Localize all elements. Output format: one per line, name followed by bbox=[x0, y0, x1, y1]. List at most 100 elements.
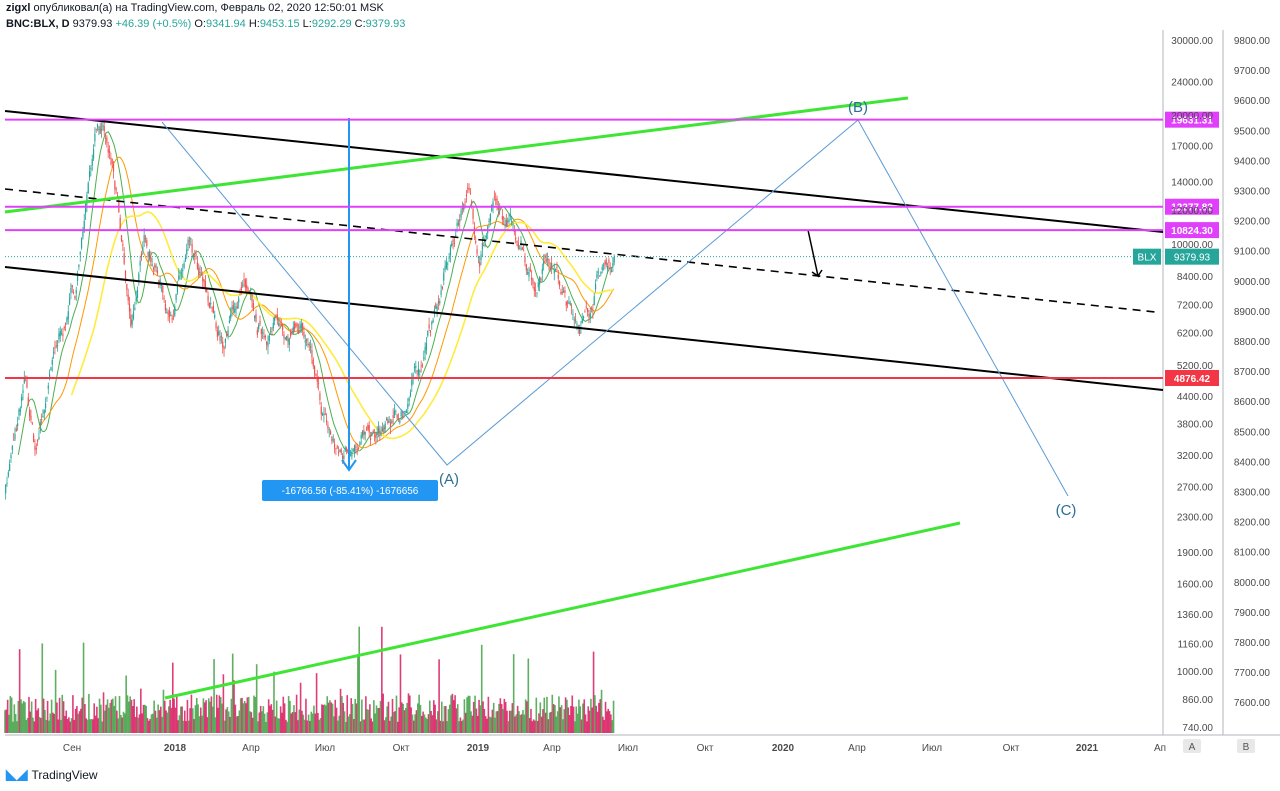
candle-body bbox=[431, 322, 433, 325]
volume-bar bbox=[94, 715, 97, 733]
volume-bar bbox=[146, 718, 149, 733]
candle-body bbox=[70, 288, 72, 294]
volume-bar bbox=[563, 709, 566, 733]
price-chart[interactable]: 19631.31 12277.82 10824.30 4876.42 BLX 9379.9… bbox=[0, 0, 1280, 762]
volume-bar bbox=[222, 674, 225, 733]
candle-body bbox=[371, 431, 373, 436]
volume-bar bbox=[290, 713, 293, 733]
axis-scale-label: A bbox=[1189, 742, 1196, 753]
volume-bar bbox=[298, 709, 301, 733]
axis-a-tick-label: 1360.00 bbox=[1177, 610, 1214, 621]
volume-bar bbox=[366, 709, 368, 733]
volume-bar bbox=[359, 721, 362, 733]
candle-body bbox=[613, 257, 615, 263]
volume-bar bbox=[191, 708, 194, 733]
volume-bar bbox=[578, 699, 580, 733]
volume-bar bbox=[414, 714, 416, 733]
symbol-tag-label: BLX bbox=[1138, 253, 1157, 264]
candle-body bbox=[228, 320, 230, 323]
candle-body bbox=[388, 421, 390, 423]
candle-body bbox=[130, 314, 132, 327]
candle-body bbox=[551, 262, 553, 268]
volume-bar bbox=[267, 699, 270, 733]
last-price: 9379.93 bbox=[72, 18, 113, 30]
candle-body bbox=[444, 265, 446, 270]
elliott-wave-path[interactable] bbox=[161, 119, 1069, 497]
candle-body bbox=[166, 312, 168, 314]
volume-bar bbox=[189, 708, 191, 733]
axis-scale-button[interactable] bbox=[1183, 739, 1201, 753]
volume-bar bbox=[118, 695, 121, 733]
measure-box[interactable]: -16766.56 (-85.41%) -1676656 bbox=[262, 480, 438, 501]
volume-bar bbox=[498, 703, 500, 733]
volume-bar bbox=[231, 653, 234, 733]
moving-average-line bbox=[70, 211, 614, 440]
volume-bar bbox=[607, 708, 610, 733]
volume-bar bbox=[207, 698, 210, 733]
time-axis-label: Сен bbox=[63, 743, 81, 754]
candle-body bbox=[423, 357, 425, 359]
footer-brand[interactable]: TradingView bbox=[31, 767, 98, 782]
candle-body bbox=[174, 306, 176, 316]
volume-bar bbox=[89, 719, 92, 733]
candle-body bbox=[291, 331, 293, 333]
volume-bar bbox=[353, 719, 355, 733]
channel-middle-dashed-line[interactable] bbox=[4, 188, 1156, 313]
moving-averages bbox=[17, 131, 614, 455]
volume-bar bbox=[323, 704, 326, 733]
volume-bar bbox=[568, 715, 571, 733]
candle-body bbox=[71, 284, 73, 288]
volume-bar bbox=[177, 720, 179, 733]
volume-bar bbox=[120, 714, 122, 733]
price-axis-a[interactable]: 30000.00 24000.00 20000.00 17000.00 14000.00… bbox=[1171, 36, 1213, 734]
volume-bar bbox=[370, 718, 372, 733]
axis-scale-button[interactable] bbox=[1237, 739, 1255, 753]
candle-body bbox=[367, 425, 369, 430]
volume-bar bbox=[495, 711, 498, 733]
candle-body bbox=[198, 267, 200, 276]
volume-bar bbox=[386, 706, 388, 733]
wave-label[interactable]: (A) bbox=[439, 471, 459, 488]
candle-body bbox=[479, 261, 481, 267]
candle-body bbox=[325, 420, 328, 423]
candle-body bbox=[476, 249, 478, 254]
time-axis[interactable]: Сен 2018 Апр Июл Окт 2019 Апр Июл Окт 2020 Апр Июл О… bbox=[63, 743, 1166, 754]
volume-bar bbox=[185, 721, 187, 733]
price-axis-b[interactable]: 9800.00 9700.00 9600.00 9500.00 9400.00 9300.… bbox=[1234, 36, 1271, 709]
channel-upper-line[interactable] bbox=[4, 110, 1164, 233]
author-name[interactable]: zigxl bbox=[6, 2, 31, 14]
green-trend-upper[interactable] bbox=[4, 96, 909, 214]
volume-bar bbox=[330, 702, 333, 733]
wave-label[interactable]: (B) bbox=[848, 99, 868, 116]
candle-body bbox=[72, 292, 75, 294]
volume-bar bbox=[201, 715, 203, 733]
small-black-arrow[interactable] bbox=[807, 229, 823, 278]
wave-label[interactable]: (C) bbox=[1056, 502, 1077, 519]
candle-body bbox=[533, 287, 535, 292]
axis-b-tick-label: 7800.00 bbox=[1234, 638, 1271, 649]
volume-bar bbox=[96, 706, 98, 733]
green-trend-lower[interactable] bbox=[164, 521, 961, 700]
drawings bbox=[4, 96, 1164, 700]
candle-body bbox=[516, 240, 518, 243]
volume-bar bbox=[80, 708, 82, 733]
candle-body bbox=[524, 256, 526, 263]
candle-body bbox=[88, 171, 91, 178]
candle-body bbox=[521, 247, 523, 250]
candle-body bbox=[308, 344, 310, 346]
volume-bar bbox=[104, 710, 106, 733]
volume-bar bbox=[438, 659, 440, 733]
volume-bar bbox=[69, 721, 72, 733]
channel-lower-line[interactable] bbox=[4, 266, 1164, 391]
candle-body bbox=[468, 187, 470, 191]
volume-bar bbox=[540, 716, 543, 733]
candle-body bbox=[51, 359, 53, 365]
candle-body bbox=[59, 330, 61, 337]
candle-body bbox=[520, 240, 522, 245]
candle-body bbox=[604, 261, 606, 264]
volume-bar bbox=[175, 694, 178, 733]
volume-bar bbox=[163, 700, 166, 733]
axis-a-tick-label: 3800.00 bbox=[1177, 419, 1214, 430]
candle-body bbox=[480, 254, 482, 261]
volume-bar bbox=[401, 702, 403, 733]
